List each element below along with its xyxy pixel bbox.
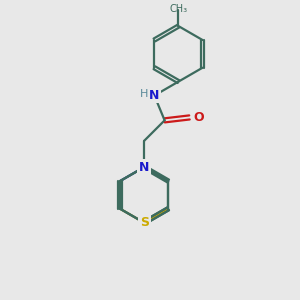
Text: S: S <box>140 216 149 229</box>
Text: N: N <box>139 160 149 174</box>
Text: CH₃: CH₃ <box>169 4 188 14</box>
Text: N: N <box>149 89 160 102</box>
Text: O: O <box>194 111 205 124</box>
Text: H: H <box>140 89 148 99</box>
